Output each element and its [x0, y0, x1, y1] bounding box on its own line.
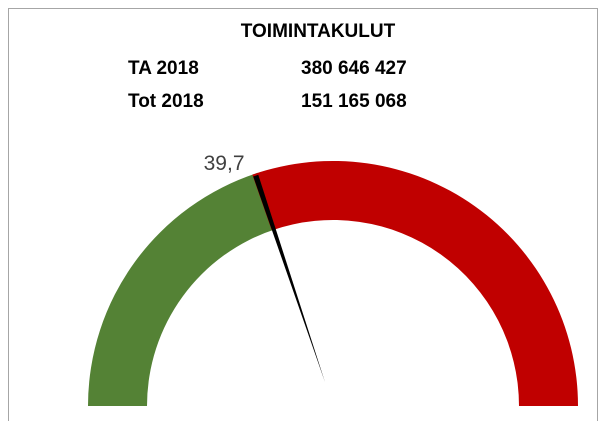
chart-title: TOIMINTAKULUT — [241, 21, 396, 42]
row-label: Tot 2018 — [128, 91, 204, 112]
frame — [8, 8, 598, 421]
gauge-value-label: 39,7 — [204, 152, 245, 175]
row-value: 151 165 068 — [301, 91, 407, 112]
row-value: 380 646 427 — [301, 58, 407, 79]
gauge-rest-arc — [252, 161, 578, 406]
row-label: TA 2018 — [128, 58, 199, 79]
gauge-value-arc — [88, 172, 276, 406]
gauge-needle — [253, 174, 326, 383]
